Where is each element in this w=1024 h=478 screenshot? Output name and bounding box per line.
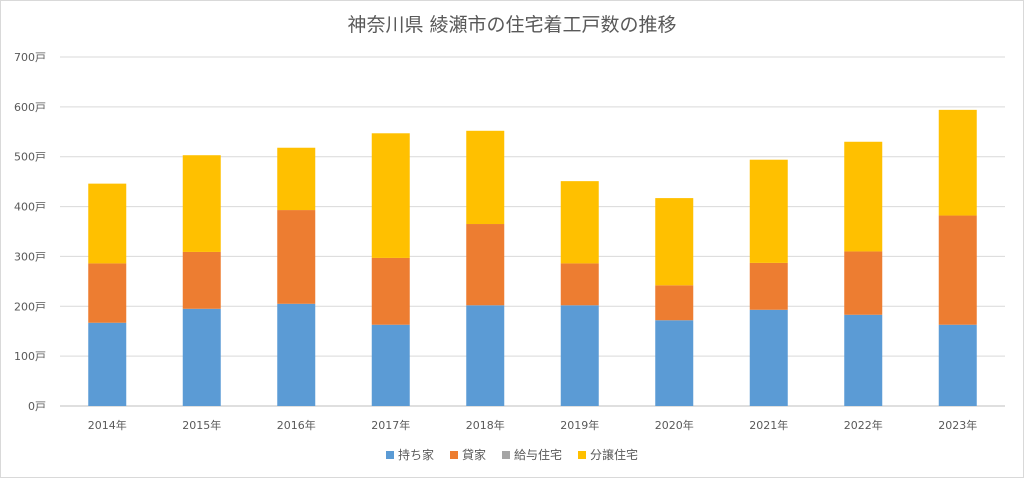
legend-swatch [502, 450, 510, 459]
bar-segment [371, 257, 410, 325]
x-tick-label: 2016年 [277, 418, 316, 432]
chart-legend: 持ち家 貸家 給与住宅 分譲住宅 [0, 446, 1024, 463]
bar-segment [844, 251, 883, 315]
legend-item: 分譲住宅 [578, 446, 638, 463]
bar-segment [655, 285, 694, 321]
legend-swatch [578, 450, 587, 459]
y-tick-label: 0戸 [28, 400, 46, 413]
bar-segment [749, 262, 788, 310]
bar-segment [277, 210, 316, 304]
legend-label: 貸家 [461, 448, 486, 462]
legend-label: 分譲住宅 [590, 448, 639, 462]
x-tick-label: 2015年 [182, 418, 221, 432]
y-tick-label: 400戸 [14, 201, 46, 214]
x-tick-label: 2023年 [938, 418, 977, 432]
bar-segment [844, 141, 883, 252]
bar-segment [749, 309, 788, 406]
x-tick-label: 2014年 [88, 418, 127, 432]
bar-segment [938, 324, 977, 406]
bar-segment [182, 251, 221, 309]
y-tick-label: 300戸 [14, 250, 46, 263]
bar-segment [655, 198, 694, 286]
x-tick-label: 2017年 [371, 418, 410, 432]
bar-segment [749, 159, 788, 263]
y-tick-label: 600戸 [14, 101, 46, 114]
x-tick-label: 2021年 [749, 418, 788, 432]
bar-segment [277, 147, 316, 211]
legend-item: 持ち家 [385, 446, 434, 463]
bar-segment [466, 305, 505, 406]
bar-segment [88, 322, 127, 406]
y-tick-label: 500戸 [14, 151, 46, 164]
legend-item: 給与住宅 [502, 446, 562, 463]
bar-segment [88, 183, 127, 264]
legend-label: 持ち家 [397, 448, 434, 462]
x-tick-label: 2019年 [560, 418, 599, 432]
bar-segment [938, 215, 977, 325]
x-tick-label: 2018年 [466, 418, 505, 432]
bar-segment [655, 320, 694, 406]
bar-segment [371, 324, 410, 406]
y-tick-label: 100戸 [14, 350, 46, 363]
legend-swatch [449, 450, 458, 459]
bar-segment [466, 130, 505, 225]
bar-segment [844, 314, 883, 406]
legend-label: 給与住宅 [514, 448, 563, 462]
legend-item: 貸家 [449, 446, 486, 463]
bar-segment [560, 263, 599, 306]
bar-segment [466, 224, 505, 306]
bar-segment [371, 133, 410, 258]
chart-title: 神奈川県 綾瀬市の住宅着工戸数の推移 [347, 14, 677, 36]
bar-segment [182, 308, 221, 406]
bar-segment [182, 155, 221, 252]
bar-segment [560, 181, 599, 264]
y-tick-label: 700戸 [14, 51, 46, 64]
y-tick-label: 200戸 [14, 300, 46, 313]
bar-segment [560, 305, 599, 406]
bar-segment [88, 263, 127, 323]
bar-segment [938, 109, 977, 216]
x-tick-label: 2020年 [655, 418, 694, 432]
bar-segment [277, 303, 316, 406]
x-tick-label: 2022年 [844, 418, 883, 432]
legend-swatch [385, 450, 394, 459]
